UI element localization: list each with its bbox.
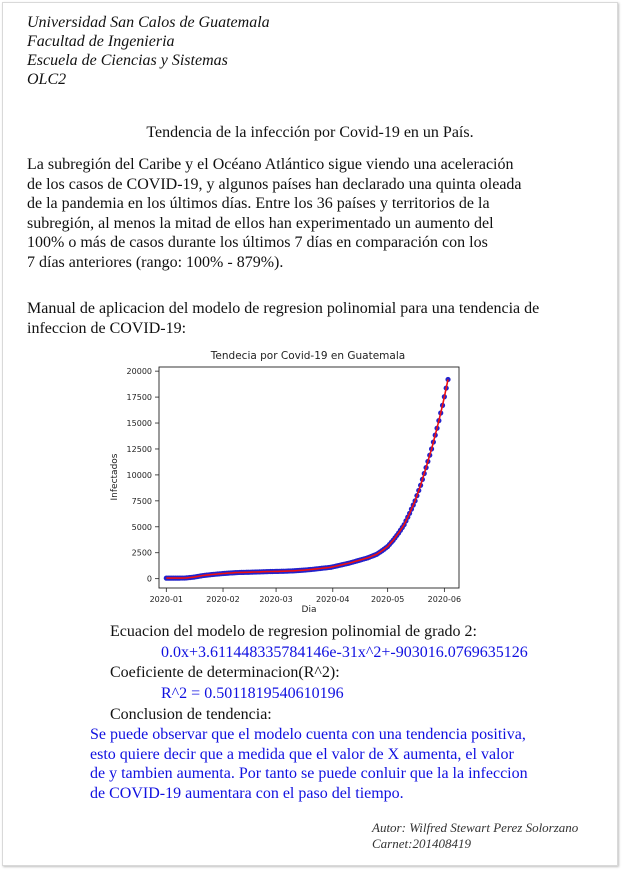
plot-frame: [158, 366, 460, 589]
equation-label: Ecuacion del modelo de regresion polinom…: [110, 623, 477, 640]
data-points: [163, 376, 451, 581]
intro-line: 100% o más de casos durante los últimos …: [27, 234, 488, 251]
y-tick-label: 5000: [132, 523, 152, 532]
y-axis-label: Infectados: [110, 453, 120, 500]
x-axis-label: Dia: [302, 605, 317, 615]
author-carnet: Carnet:201408419: [372, 836, 471, 851]
x-tick-label: 2020-02: [206, 595, 239, 604]
author-block: Autor: Wilfred Stewart Perez Solorzano C…: [372, 820, 578, 852]
conclusion-line: de COVID-19 aumentara con el paso del ti…: [90, 784, 404, 802]
y-tick-label: 15000: [127, 419, 152, 428]
chart-title: Tendecia por Covid-19 en Guatemala: [210, 350, 405, 362]
intro-line: subregión, al menos la mitad de ellos ha…: [27, 214, 494, 232]
y-tick-label: 10000: [127, 471, 152, 480]
y-axis-ticks: 0 2500 5000 7500 10000 12500 15000 17500 20000: [127, 367, 159, 584]
x-axis-ticks: 2020-01 2020-02 2020-03 2020-04 2020-05 2020-…: [150, 588, 461, 604]
y-tick-label: 2500: [132, 549, 152, 558]
x-tick-label: 2020-06: [428, 595, 461, 604]
y-tick-label: 7500: [132, 497, 152, 506]
university-name: Universidad San Calos de Guatemala: [27, 14, 270, 31]
author-name: Autor: Wilfred Stewart Perez Solorzano: [372, 820, 579, 835]
r2-label: Coeficiente de determinacion(R^2):: [110, 664, 340, 681]
x-tick-label: 2020-04: [316, 595, 349, 604]
intro-paragraph: La subregión del Caribe y el Océano Atlá…: [27, 155, 567, 272]
document-title: Tendencia de la infección por Covid-19 e…: [146, 124, 474, 141]
covid-trend-chart: Tendecia por Covid-19 en Guatemala 0 2500…: [110, 350, 461, 615]
equation-value: 0.0x+3.611448335784146e-31x^2+-903016.07…: [161, 644, 528, 661]
course-name: OLC2: [27, 71, 67, 88]
x-tick-label: 2020-05: [371, 595, 404, 604]
conclusion-line: de y tambien aumenta. Por tanto se puede…: [90, 765, 528, 782]
manual-paragraph: Manual de aplicacion del modelo de regre…: [27, 299, 597, 338]
conclusion-label: Conclusion de tendencia:: [110, 706, 272, 723]
conclusion-text: Se puede observar que el modelo cuenta c…: [90, 725, 610, 803]
faculty-name: Facultad de Ingenieria: [27, 33, 175, 50]
x-tick-label: 2020-01: [150, 595, 183, 604]
x-tick-label: 2020-03: [259, 595, 292, 604]
manual-line: Manual de aplicacion del modelo de regre…: [27, 300, 540, 317]
y-tick-label: 12500: [127, 445, 152, 454]
conclusion-line: Se puede observar que el modelo cuenta c…: [90, 726, 526, 743]
conclusion-line: esto quiere decir que a medida que el va…: [90, 745, 514, 763]
y-tick-label: 17500: [127, 393, 152, 402]
intro-line: 7 días anteriores (rango: 100% - 879%).: [27, 253, 284, 271]
intro-line: de los casos de COVID-19, y algunos país…: [27, 175, 522, 193]
r2-value: R^2 = 0.5011819540610196: [161, 685, 344, 702]
regression-line: [166, 379, 449, 579]
manual-line: infeccion de COVID-19:: [27, 319, 187, 337]
school-name: Escuela de Ciencias y Sistemas: [27, 52, 228, 69]
y-tick-label: 20000: [127, 367, 152, 376]
intro-line: de la pandemia en los últimos días. Entr…: [27, 195, 490, 212]
intro-line: La subregión del Caribe y el Océano Atlá…: [27, 156, 514, 173]
data-point: [445, 376, 451, 383]
institution-header: Universidad San Calos de Guatemala Facul…: [27, 13, 270, 89]
y-tick-label: 0: [147, 575, 152, 584]
